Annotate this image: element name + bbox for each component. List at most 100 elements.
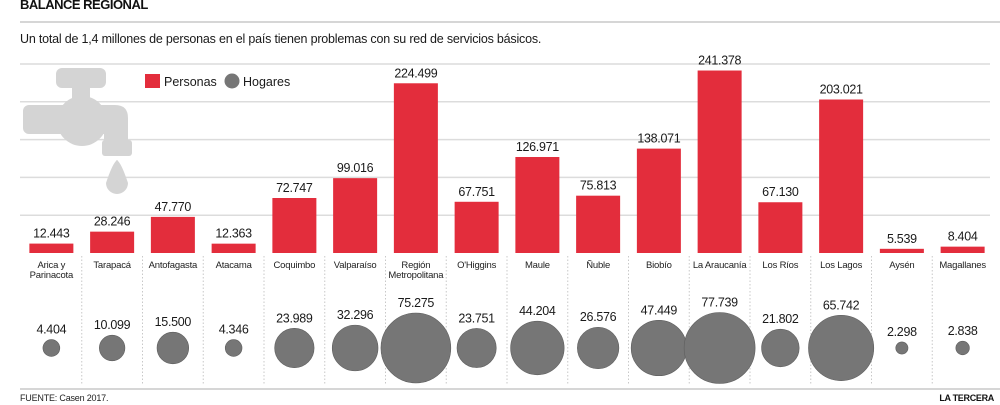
bubble-value-label: 26.576: [580, 310, 617, 324]
category-label: Ñuble: [586, 260, 610, 271]
bubble-hogares: [456, 328, 497, 368]
bar-value-label: 12.443: [33, 227, 70, 241]
bubble-value-label: 23.989: [276, 311, 313, 325]
category-label: Magallanes: [939, 260, 986, 271]
bar-value-label: 28.246: [94, 215, 131, 229]
category-label: O'Higgins: [457, 260, 497, 271]
bubble-value-label: 23.751: [458, 311, 495, 325]
bubble-value-label: 15.500: [155, 315, 192, 329]
category-label: Maule: [525, 260, 550, 271]
legend: Personas Hogares: [145, 73, 290, 89]
bubble-hogares: [331, 324, 379, 372]
bubble-value-label: 32.296: [337, 308, 374, 322]
chart-title: BALANCE REGIONAL: [20, 0, 148, 12]
bubble-hogares: [808, 315, 875, 381]
bar-value-label: 241.378: [698, 54, 741, 68]
bubble-value-label: 2.298: [887, 325, 917, 339]
bubble-value-label: 47.449: [641, 303, 678, 317]
bar-value-label: 12.363: [215, 227, 252, 241]
bar-personas: [454, 201, 499, 253]
bar-value-label: 138.071: [637, 132, 680, 146]
category-label: Coquimbo: [274, 260, 316, 271]
footer-rule: [20, 388, 1000, 390]
category-label: Biobío: [646, 260, 672, 271]
bubble-value-label: 4.404: [36, 323, 66, 337]
bubble-value-label: 77.739: [701, 296, 738, 310]
legend-hogares-swatch: [224, 73, 240, 89]
bar-personas: [515, 157, 560, 253]
legend-personas-swatch: [145, 74, 160, 88]
bar-value-label: 126.971: [516, 140, 559, 154]
bar-personas: [697, 70, 742, 253]
category-label: Tarapacá: [93, 260, 131, 271]
bar-value-label: 8.404: [948, 230, 978, 244]
bubble-hogares: [683, 312, 756, 384]
legend-hogares-label: Hogares: [243, 75, 290, 89]
bar-value-label: 67.751: [458, 185, 495, 199]
chart-subtitle: Un total de 1,4 millones de personas en …: [20, 32, 542, 46]
bubble-value-label: 10.099: [94, 318, 131, 332]
category-label: Los Ríos: [762, 260, 798, 271]
bubble-hogares: [577, 326, 620, 370]
bar-personas: [272, 198, 317, 253]
bubble-value-label: 21.802: [762, 312, 799, 326]
bar-value-label: 75.813: [580, 179, 617, 193]
bubble-hogares: [955, 340, 970, 356]
bubble-value-label: 44.204: [519, 304, 556, 318]
bubble-hogares: [510, 320, 565, 376]
bubble-hogares: [156, 331, 190, 365]
bubble-hogares: [274, 327, 315, 369]
bubble-hogares: [224, 339, 243, 357]
bar-personas: [29, 243, 74, 253]
bar-personas: [150, 216, 195, 253]
category-label: Aysén: [889, 260, 914, 271]
bar-value-label: 72.747: [276, 181, 313, 195]
category-label: Los Lagos: [820, 260, 862, 271]
bubble-hogares: [761, 328, 800, 368]
water-drop-icon: [106, 160, 128, 194]
bar-personas: [211, 243, 256, 253]
category-label: Arica y: [38, 260, 66, 271]
bar-value-label: 203.021: [820, 83, 863, 97]
category-label: Valparaíso: [334, 260, 377, 271]
legend-personas-label: Personas: [164, 75, 217, 89]
bubble-value-label: 4.346: [219, 323, 249, 337]
category-label: Atacama: [216, 260, 253, 271]
category-label: Parinacota: [30, 270, 74, 281]
bar-value-label: 224.499: [394, 66, 437, 80]
bar-personas: [90, 231, 135, 253]
bubble-hogares: [630, 319, 687, 377]
category-label: Metropolitana: [388, 270, 444, 281]
bar-value-labels: 12.443 28.246 47.770 12.363 72.747 99.016 224.…: [33, 54, 978, 246]
bar-personas: [393, 83, 438, 254]
faucet-icon: [23, 68, 132, 194]
bar-value-label: 67.130: [762, 185, 799, 199]
bar-personas: [333, 178, 378, 253]
bar-personas: [940, 246, 985, 253]
category-label: Región: [401, 260, 430, 271]
bar-personas: [819, 99, 864, 254]
bar-personas: [879, 248, 924, 253]
title-divider: [20, 21, 1000, 23]
bar-personas: [758, 202, 803, 253]
column-dividers: [81, 256, 933, 384]
bar-personas: [636, 148, 681, 253]
bubbles-hogares: [42, 312, 970, 384]
bubble-hogares: [99, 334, 126, 362]
brand-logo: LA TERCERA: [939, 393, 994, 403]
bar-personas: [576, 195, 621, 253]
bubble-hogares: [380, 312, 452, 384]
bubble-value-label: 2.838: [948, 324, 978, 338]
source-note: FUENTE: Casen 2017.: [20, 393, 109, 403]
bars-personas: [29, 70, 985, 254]
bar-value-label: 47.770: [155, 200, 192, 214]
bubble-value-label: 75.275: [398, 296, 435, 310]
bubble-hogares: [895, 341, 909, 355]
category-label: La Araucanía: [693, 260, 748, 271]
bar-value-label: 99.016: [337, 161, 374, 175]
category-label: Antofagasta: [149, 260, 198, 271]
bubble-value-labels: 4.404 10.099 15.500 4.346 23.989 32.296 75.275…: [36, 296, 978, 339]
bubble-value-label: 65.742: [823, 298, 860, 312]
